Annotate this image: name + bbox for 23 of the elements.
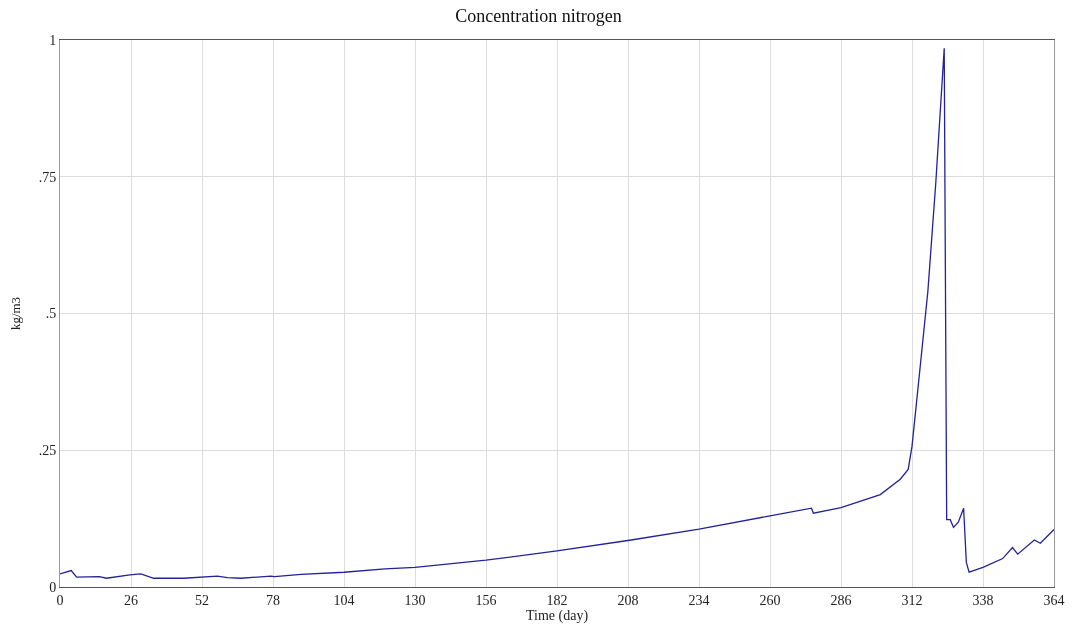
y-tick-label: .75: [38, 169, 57, 185]
x-tick-label: 286: [830, 592, 852, 608]
x-tick-label: 338: [972, 592, 994, 608]
x-tick-label: 208: [617, 592, 639, 608]
y-tick-label: .25: [38, 443, 57, 459]
x-tick-label: 312: [901, 592, 923, 608]
x-tick-label: 78: [266, 592, 280, 608]
y-axis-title: kg/m3: [7, 296, 23, 331]
y-tick-label: 1: [49, 32, 57, 48]
x-tick-label: 130: [404, 592, 426, 608]
line-series: [60, 47, 1054, 579]
chart-title: Concentration nitrogen: [455, 6, 622, 27]
x-tick-label: 364: [1043, 592, 1065, 608]
y-tick-label: 0: [49, 579, 57, 595]
x-tick-label: 260: [759, 592, 781, 608]
x-tick-label: 156: [475, 592, 497, 608]
x-axis-title: Time (day): [525, 607, 589, 624]
x-tick-label: 104: [333, 592, 355, 608]
x-tick-label: 234: [688, 592, 710, 608]
x-tick-label: 52: [195, 592, 209, 608]
y-tick-label: .5: [45, 306, 57, 322]
x-tick-label: 182: [546, 592, 568, 608]
x-tick-label: 26: [124, 592, 138, 608]
